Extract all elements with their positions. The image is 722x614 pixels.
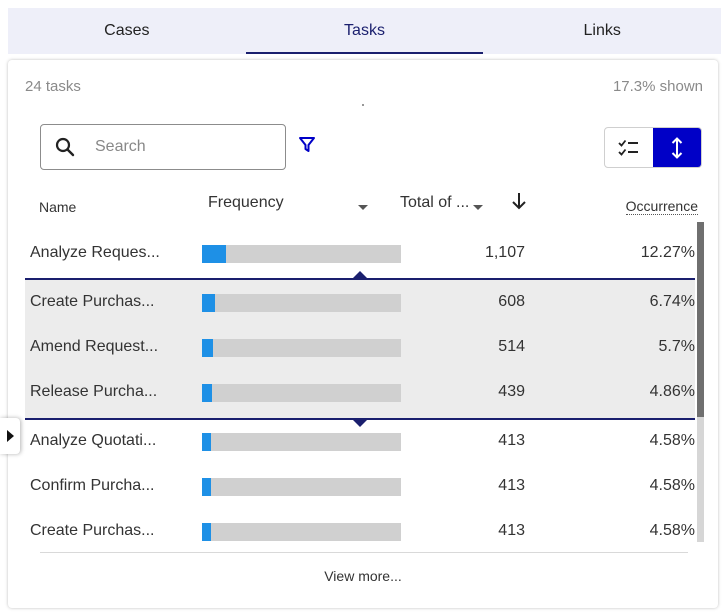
row-name: Confirm Purcha... bbox=[30, 477, 155, 494]
frequency-bar-fill bbox=[202, 478, 212, 496]
column-header-frequency[interactable]: Frequency bbox=[208, 194, 284, 211]
tab-tasks[interactable]: Tasks bbox=[245, 8, 484, 54]
expand-side-panel-button[interactable] bbox=[0, 418, 20, 454]
row-name: Amend Request... bbox=[30, 338, 159, 355]
search-icon bbox=[55, 137, 75, 157]
tab-links[interactable]: Links bbox=[483, 8, 721, 54]
row-occurrence: 4.58% bbox=[649, 432, 695, 449]
row-occurrence: 5.7% bbox=[658, 338, 695, 355]
checklist-icon bbox=[618, 139, 638, 156]
frequency-bar bbox=[202, 384, 401, 402]
row-occurrence: 12.27% bbox=[640, 244, 695, 261]
frequency-bar-fill bbox=[202, 294, 216, 312]
frequency-bar bbox=[202, 478, 401, 496]
row-occurrence: 4.86% bbox=[649, 383, 695, 400]
frequency-bar bbox=[202, 523, 401, 541]
row-name: Analyze Quotati... bbox=[30, 432, 157, 449]
search-box[interactable] bbox=[40, 124, 286, 170]
row-total: 439 bbox=[498, 383, 525, 400]
tab-bar: Cases Tasks Links bbox=[8, 8, 721, 54]
shown-percentage: 17.3% shown bbox=[612, 78, 703, 95]
caret-right-icon bbox=[7, 430, 14, 442]
frequency-bar-fill bbox=[202, 433, 212, 451]
column-header-name[interactable]: Name bbox=[39, 199, 77, 215]
list-divider bbox=[40, 552, 688, 553]
table-row[interactable]: Analyze Quotati... 413 4.58% bbox=[25, 418, 695, 463]
table-row[interactable]: Analyze Reques... 1,107 12.27% bbox=[25, 230, 695, 275]
row-total: 413 bbox=[498, 522, 525, 539]
scrollbar-thumb[interactable] bbox=[697, 222, 704, 417]
total-dropdown-caret-icon[interactable] bbox=[473, 205, 483, 210]
row-total: 514 bbox=[498, 338, 525, 355]
view-more-link[interactable]: View more... bbox=[324, 568, 402, 584]
search-input[interactable] bbox=[93, 137, 267, 157]
row-total: 413 bbox=[498, 477, 525, 494]
checklist-view-button[interactable] bbox=[605, 128, 653, 167]
tab-cases-label: Cases bbox=[104, 22, 150, 39]
task-list: Analyze Reques... 1,107 12.27% Create Pu… bbox=[25, 230, 695, 543]
selection-bottom-handle-icon[interactable] bbox=[353, 420, 367, 427]
tab-tasks-label: Tasks bbox=[344, 22, 385, 39]
table-row[interactable]: Release Purcha... 439 4.86% bbox=[25, 369, 695, 414]
frequency-bar-fill bbox=[202, 339, 214, 357]
frequency-bar-fill bbox=[202, 523, 212, 541]
tasks-panel: 24 tasks 17.3% shown bbox=[8, 60, 718, 608]
row-occurrence: 6.74% bbox=[649, 293, 695, 310]
row-name: Analyze Reques... bbox=[30, 244, 160, 261]
row-total: 413 bbox=[498, 432, 525, 449]
view-toggle bbox=[604, 127, 702, 168]
frequency-bar bbox=[202, 245, 401, 263]
frequency-bar bbox=[202, 294, 401, 312]
expand-view-button[interactable] bbox=[653, 128, 701, 167]
row-total: 608 bbox=[498, 293, 525, 310]
table-row[interactable]: Confirm Purcha... 413 4.58% bbox=[25, 463, 695, 508]
frequency-bar bbox=[202, 433, 401, 451]
row-name: Release Purcha... bbox=[30, 383, 158, 400]
selection-bottom-line[interactable] bbox=[25, 418, 695, 420]
frequency-bar bbox=[202, 339, 401, 357]
divider-dot bbox=[362, 104, 364, 106]
tab-links-label: Links bbox=[583, 22, 621, 39]
vertical-arrows-icon bbox=[671, 136, 683, 159]
tab-cases[interactable]: Cases bbox=[8, 8, 246, 54]
selection-top-line[interactable] bbox=[25, 278, 695, 280]
row-name: Create Purchas... bbox=[30, 522, 155, 539]
selection-top-handle-icon[interactable] bbox=[353, 271, 367, 278]
funnel-icon[interactable] bbox=[298, 136, 316, 159]
column-header-total[interactable]: Total of ... bbox=[400, 194, 470, 211]
table-row[interactable]: Create Purchas... 413 4.58% bbox=[25, 508, 695, 553]
arrow-down-icon[interactable] bbox=[510, 190, 528, 212]
table-row[interactable]: Create Purchas... 608 6.74% bbox=[25, 279, 695, 324]
row-occurrence: 4.58% bbox=[649, 477, 695, 494]
column-header-occurrence[interactable]: Occurrence bbox=[625, 198, 698, 215]
table-row[interactable]: Amend Request... 514 5.7% bbox=[25, 324, 695, 369]
frequency-bar-fill bbox=[202, 384, 212, 402]
frequency-bar-fill bbox=[202, 245, 227, 263]
frequency-dropdown-caret-icon[interactable] bbox=[358, 205, 368, 210]
row-occurrence: 4.58% bbox=[649, 522, 695, 539]
row-name: Create Purchas... bbox=[30, 293, 155, 310]
task-count: 24 tasks bbox=[25, 78, 81, 95]
row-total: 1,107 bbox=[484, 244, 525, 261]
